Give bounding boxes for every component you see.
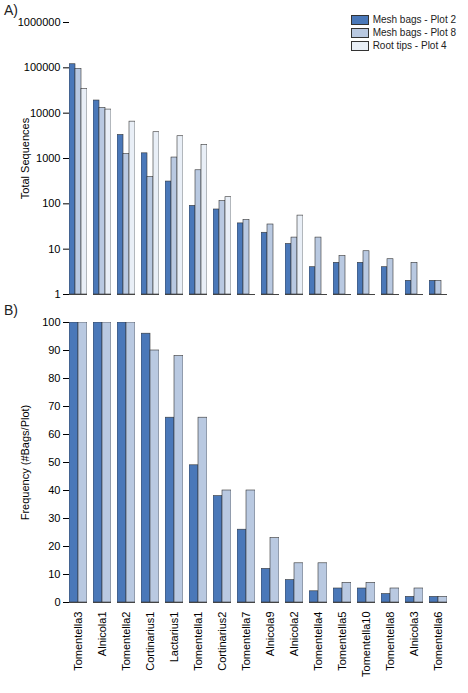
svg-text:Alnicola1: Alnicola1 <box>96 612 108 657</box>
svg-text:30: 30 <box>48 512 60 524</box>
svg-text:70: 70 <box>48 400 60 412</box>
svg-text:10: 10 <box>48 243 60 255</box>
svg-text:40: 40 <box>48 484 60 496</box>
svg-text:Alnicola3: Alnicola3 <box>408 612 420 657</box>
html-text:Mesh bags - Plot 8: Mesh bags - Plot 8 <box>372 27 456 38</box>
svg-text:Tomentella1: Tomentella1 <box>192 612 204 671</box>
svg-text:Alnicola2: Alnicola2 <box>288 612 300 657</box>
svg-text:Lactarius1: Lactarius1 <box>168 612 180 663</box>
html-text:Root tips - Plot 4: Root tips - Plot 4 <box>372 40 447 51</box>
svg-text:0: 0 <box>54 596 60 608</box>
svg-text:50: 50 <box>48 456 60 468</box>
svg-text:100: 100 <box>42 197 60 209</box>
svg-text:60: 60 <box>48 428 60 440</box>
svg-text:100: 100 <box>42 316 60 328</box>
svg-text:Tomentella5: Tomentella5 <box>336 612 348 671</box>
svg-text:1: 1 <box>54 288 60 300</box>
svg-text:10: 10 <box>48 568 60 580</box>
svg-text:Tomentella3: Tomentella3 <box>72 612 84 671</box>
svg-text:Cortinarius1: Cortinarius1 <box>144 612 156 671</box>
svg-text:Frequency (#Bags/Plot): Frequency (#Bags/Plot) <box>19 405 31 521</box>
svg-text:1000: 1000 <box>36 152 60 164</box>
svg-text:10000: 10000 <box>30 107 61 119</box>
svg-text:90: 90 <box>48 344 60 356</box>
svg-text:Alnicola9: Alnicola9 <box>264 612 276 657</box>
svg-text:Tomentella2: Tomentella2 <box>120 612 132 671</box>
svg-text:Tomentella7: Tomentella7 <box>240 612 252 671</box>
svg-text:Tomentella6: Tomentella6 <box>432 612 444 671</box>
svg-text:80: 80 <box>48 372 60 384</box>
svg-text:20: 20 <box>48 540 60 552</box>
svg-text:Tomentella4: Tomentella4 <box>312 612 324 671</box>
html-text:A): A) <box>4 2 18 18</box>
svg-text:Tomentella10: Tomentella10 <box>360 612 372 677</box>
svg-text:100000: 100000 <box>24 61 61 73</box>
svg-text:Cortinarius2: Cortinarius2 <box>216 612 228 671</box>
svg-text:1000000: 1000000 <box>18 16 61 28</box>
svg-text:Total Sequences: Total Sequences <box>19 117 31 199</box>
svg-text:Tomentella8: Tomentella8 <box>384 612 396 671</box>
html-text:Mesh bags - Plot 2: Mesh bags - Plot 2 <box>372 14 456 25</box>
html-text:B): B) <box>4 302 18 318</box>
